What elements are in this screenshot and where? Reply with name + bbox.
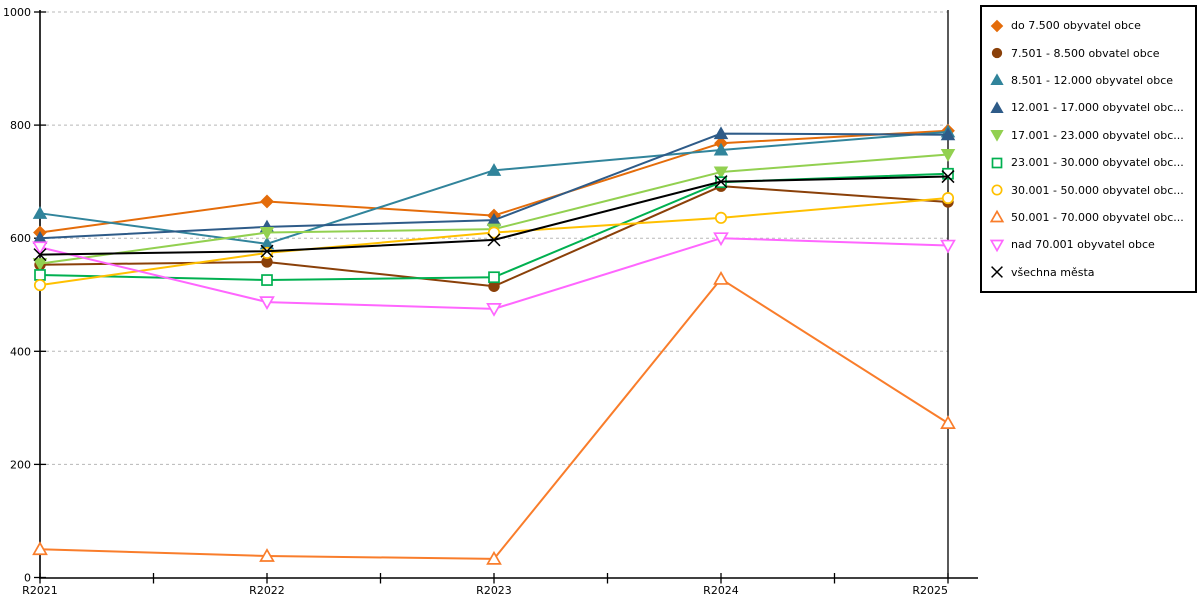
legend-item: 50.001 - 70.000 obyvatel obc... [989, 204, 1188, 231]
x-cross-marker [941, 170, 955, 184]
legend-item: 12.001 - 17.000 obyvatel obc... [989, 94, 1188, 121]
legend-item: 8.501 - 12.000 obyvatel obce [989, 67, 1188, 94]
diamond-marker [990, 19, 1004, 32]
x-cross-marker [714, 175, 728, 189]
legend-item-label: všechna města [1011, 265, 1095, 279]
square-marker [34, 269, 46, 281]
x-cross-marker [33, 248, 47, 262]
circle-marker [991, 47, 1003, 59]
x-axis-label: R2023 [476, 584, 512, 597]
circle-legend-icon [991, 184, 1003, 196]
circle-marker [260, 246, 274, 259]
triangle-up-marker [32, 541, 48, 556]
legend-item-label: nad 70.001 obyvatel obce [1011, 238, 1155, 252]
legend-item: 17.001 - 23.000 obyvatel obc... [989, 122, 1188, 149]
triangle-up-marker [989, 210, 1005, 223]
triangle-up-marker [486, 550, 502, 565]
circle-marker [941, 191, 955, 205]
triangle-up-legend-icon [990, 73, 1004, 86]
triangle-down-marker [940, 149, 956, 162]
legend-item-label: 12.001 - 17.000 obyvatel obc... [1011, 101, 1184, 115]
square-marker [942, 167, 954, 180]
triangle-up-marker [486, 163, 502, 176]
legend-item-label: do 7.500 obyvatel obce [1011, 19, 1141, 33]
x-axis-label: R2024 [703, 584, 739, 597]
triangle-down-marker [989, 239, 1005, 253]
triangle-up-marker [713, 271, 729, 285]
x-axis-label: R2021 [22, 584, 58, 597]
circle-marker [487, 226, 501, 239]
triangle-down-legend-icon [990, 130, 1004, 142]
triangle-down-marker [486, 303, 502, 317]
triangle-up-marker [990, 101, 1004, 113]
y-axis-tick-label: 1000 [3, 6, 31, 19]
legend-item: 30.001 - 50.000 obyvatel obc... [989, 176, 1188, 203]
triangle-up-marker [713, 126, 729, 140]
triangle-up-marker [940, 415, 956, 429]
square-marker [261, 274, 273, 286]
legend-item-label: 8.501 - 12.000 obyvatel obce [1011, 73, 1174, 87]
triangle-down-marker [32, 241, 48, 256]
triangle-up-legend-icon [989, 210, 1005, 223]
x-cross-marker [487, 233, 501, 247]
x-cross-marker [991, 266, 1003, 279]
triangle-down-marker [259, 296, 275, 311]
circle-legend-icon [991, 47, 1003, 59]
legend-item: 23.001 - 30.000 obyvatel obc... [989, 149, 1188, 176]
triangle-up-marker [940, 127, 956, 141]
square-marker [991, 157, 1003, 168]
triangle-down-marker [259, 227, 275, 240]
y-axis-tick-label: 0 [24, 572, 31, 585]
x-cross-legend-icon [991, 266, 1003, 279]
x-axis-label: R2025 [912, 584, 948, 597]
legend-item-label: 30.001 - 50.000 obyvatel obc... [1011, 183, 1184, 197]
circle-marker [991, 184, 1003, 196]
legend: do 7.500 obyvatel obce 7.501 - 8.500 obva… [980, 5, 1197, 293]
square-legend-icon [991, 157, 1003, 168]
legend-item: do 7.500 obyvatel obce [989, 12, 1188, 39]
triangle-up-marker [990, 73, 1004, 86]
legend-item: všechna města [989, 259, 1188, 286]
circle-marker [714, 211, 728, 224]
triangle-down-legend-icon [989, 239, 1005, 253]
triangle-up-marker [32, 206, 48, 219]
x-axis-label: R2022 [249, 584, 285, 597]
triangle-down-marker [990, 130, 1004, 142]
triangle-down-marker [713, 166, 729, 180]
legend-item: nad 70.001 obyvatel obce [989, 231, 1188, 258]
legend-item-label: 23.001 - 30.000 obyvatel obc... [1011, 156, 1184, 170]
series-line-7 [39, 277, 949, 560]
circle-marker [33, 279, 47, 292]
legend-item-label: 17.001 - 23.000 obyvatel obc... [1011, 128, 1184, 142]
triangle-up-marker [259, 548, 275, 562]
triangle-down-marker [940, 239, 956, 254]
triangle-up-legend-icon [990, 101, 1004, 113]
square-marker [488, 271, 500, 284]
y-axis-tick-label: 800 [10, 119, 31, 132]
legend-item-label: 7.501 - 8.500 obvatel obce [1011, 46, 1160, 60]
triangle-down-marker [32, 258, 48, 271]
y-axis-tick-label: 600 [10, 232, 31, 245]
diamond-legend-icon [990, 19, 1004, 32]
y-axis-tick-label: 200 [10, 458, 31, 471]
y-axis-tick-label: 400 [10, 345, 31, 358]
triangle-down-marker [713, 232, 729, 247]
legend-item-label: 50.001 - 70.000 obyvatel obc... [1011, 210, 1184, 224]
diamond-marker [260, 194, 274, 209]
triangle-up-marker [713, 142, 729, 156]
legend-item: 7.501 - 8.500 obvatel obce [989, 39, 1188, 66]
plot-area: 0 200 400 600 800 1000 R2021 R2022 R2023 R2024 R20… [3, 6, 978, 597]
x-cross-marker [260, 244, 274, 258]
